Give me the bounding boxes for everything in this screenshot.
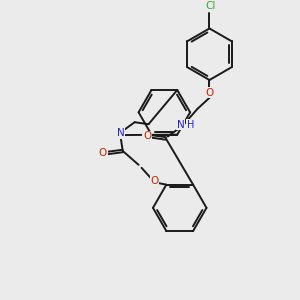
Text: O: O [205, 88, 214, 98]
Text: Cl: Cl [205, 1, 216, 11]
Text: N: N [177, 120, 184, 130]
Text: O: O [150, 176, 159, 186]
Text: O: O [99, 148, 107, 158]
Text: H: H [187, 120, 194, 130]
Text: N: N [117, 128, 124, 138]
Text: O: O [143, 131, 151, 142]
